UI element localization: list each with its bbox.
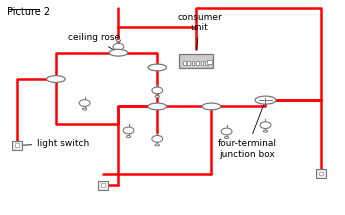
Ellipse shape xyxy=(82,108,87,110)
Bar xyxy=(98,181,108,190)
Text: four-terminal
junction box: four-terminal junction box xyxy=(217,103,276,158)
Bar xyxy=(200,61,203,65)
Bar xyxy=(101,183,105,187)
Bar xyxy=(319,172,324,175)
Ellipse shape xyxy=(202,103,221,110)
Ellipse shape xyxy=(116,40,120,41)
Circle shape xyxy=(123,127,134,134)
Text: Picture 2: Picture 2 xyxy=(7,8,50,17)
Ellipse shape xyxy=(126,135,131,138)
Bar xyxy=(183,61,186,65)
Ellipse shape xyxy=(155,95,159,97)
Circle shape xyxy=(113,43,124,50)
Bar xyxy=(187,61,190,65)
Bar xyxy=(15,143,19,147)
Ellipse shape xyxy=(255,96,276,104)
Circle shape xyxy=(79,100,90,106)
Bar xyxy=(192,61,195,65)
Bar xyxy=(196,61,199,65)
Text: light switch: light switch xyxy=(20,139,89,148)
Circle shape xyxy=(152,87,163,94)
Bar xyxy=(316,169,326,178)
Ellipse shape xyxy=(263,130,268,132)
Bar xyxy=(207,60,212,64)
Bar xyxy=(179,54,213,68)
Circle shape xyxy=(260,122,271,129)
Ellipse shape xyxy=(47,76,65,82)
Ellipse shape xyxy=(109,49,128,56)
Text: ceiling rose: ceiling rose xyxy=(68,34,120,51)
Ellipse shape xyxy=(155,144,159,146)
Bar xyxy=(12,141,22,150)
Ellipse shape xyxy=(225,137,229,138)
Circle shape xyxy=(221,128,232,135)
Bar xyxy=(205,61,208,65)
Circle shape xyxy=(152,135,163,142)
Ellipse shape xyxy=(148,103,167,110)
Text: consumer
unit: consumer unit xyxy=(177,13,222,50)
Ellipse shape xyxy=(148,64,167,71)
